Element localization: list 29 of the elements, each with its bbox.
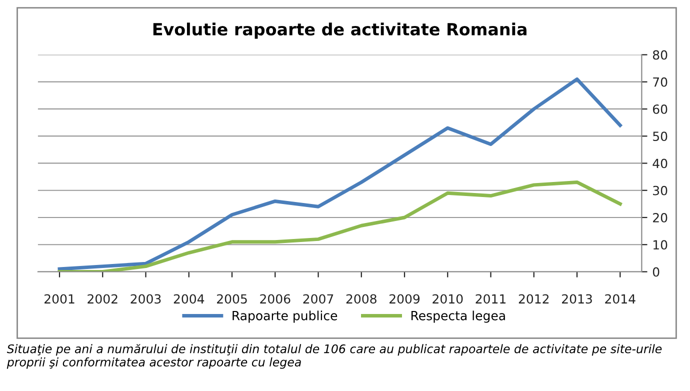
x-tick-label: 2013 xyxy=(562,294,592,304)
y-tick-label: 30 xyxy=(653,186,668,196)
x-tick-label: 2005 xyxy=(217,294,247,304)
x-tick-label: 2002 xyxy=(88,294,118,304)
y-tick-label: 0 xyxy=(652,267,660,277)
legend-label: Respecta legea xyxy=(411,310,505,323)
y-tick-label: 50 xyxy=(653,132,668,142)
x-tick-label: 2003 xyxy=(130,294,161,304)
x-tick-label: 2004 xyxy=(174,294,204,304)
y-tick-label: 60 xyxy=(652,104,668,114)
y-tick-label: 40 xyxy=(652,158,668,168)
line-series xyxy=(58,77,622,271)
x-tick-label: 2010 xyxy=(432,294,463,304)
x-tick-label: 2001 xyxy=(44,294,74,304)
legend-label: Rapoarte publice xyxy=(232,310,338,323)
text: Situaţie pe ani a numărului de instituţii din totalul de 106 care au publicat rapoartele de activitate pe site-urile proprii şi conformitatea acestor rapoarte cu legea xyxy=(6,344,662,369)
y-tick-label: 10 xyxy=(653,240,668,250)
x-tick-label: 2008 xyxy=(346,294,376,304)
y-tick-label: 70 xyxy=(653,77,668,87)
x-tick-label: 2011 xyxy=(476,294,506,304)
x-tick-label: 2014 xyxy=(605,294,636,304)
line-series xyxy=(58,180,622,272)
x-tick-label: 2006 xyxy=(260,294,290,304)
x-tick-label: 2009 xyxy=(390,294,420,304)
x-tick-label: 2012 xyxy=(518,294,549,304)
y-tick-label: 80 xyxy=(652,50,668,60)
chart-title: Evolutie rapoarte de activitate Romania xyxy=(153,22,526,39)
y-tick-label: 20 xyxy=(653,212,668,222)
x-tick-label: 2007 xyxy=(303,294,334,304)
